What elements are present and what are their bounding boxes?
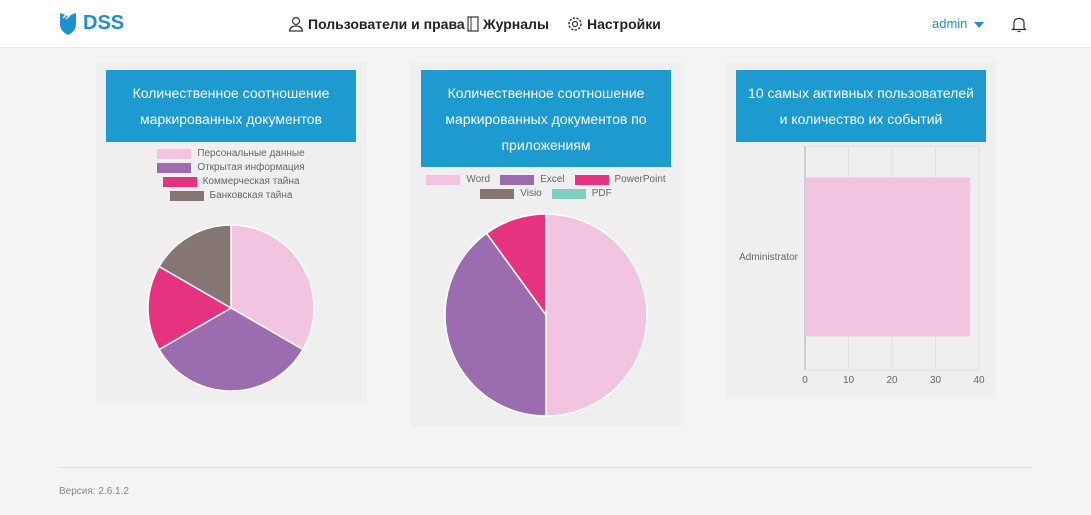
legend-swatch	[500, 174, 535, 185]
legend-item[interactable]: Открытая информация	[157, 162, 305, 173]
book-icon	[467, 16, 479, 32]
footer-divider	[58, 467, 1032, 468]
card-title: Количественное соотношение маркированных…	[421, 70, 671, 167]
nav-journals-label: Журналы	[483, 16, 549, 32]
legend-item[interactable]: Банковская тайна	[169, 190, 293, 201]
legend-swatch	[480, 188, 515, 199]
card-title: 10 самых активных пользователей и количе…	[736, 70, 986, 142]
x-tick-label: 40	[973, 375, 985, 386]
legend-label: PDF	[591, 188, 612, 199]
legend-item[interactable]: PDF	[551, 188, 612, 199]
gear-icon	[568, 17, 582, 31]
caret-down-icon	[974, 21, 985, 28]
notifications-button[interactable]	[1011, 16, 1027, 38]
pie-slice-Банковская тайна[interactable]	[158, 224, 232, 310]
legend-label: Открытая информация	[197, 162, 305, 173]
legend-swatch	[574, 174, 609, 185]
legend-item[interactable]: Word	[426, 174, 490, 185]
logo-text: DSS	[83, 11, 125, 34]
pie-slice-PowerPoint[interactable]	[485, 213, 547, 318]
legend-swatch	[157, 162, 192, 173]
version-text: Версия: 2.6.1.2	[59, 486, 129, 497]
nav-users-label: Пользователи и права	[308, 16, 465, 32]
legend-item[interactable]: Visio	[480, 188, 542, 199]
legend-label: Visio	[520, 188, 542, 199]
legend-swatch	[169, 190, 204, 201]
x-tick-label: 20	[886, 375, 898, 386]
legend-item[interactable]: PowerPoint	[574, 174, 666, 185]
pie-slice-Открытая информация[interactable]	[158, 307, 304, 392]
pie-slice-Коммерческая тайна[interactable]	[147, 265, 233, 351]
pie-slice-Персональные данные[interactable]	[230, 224, 315, 351]
pie-chart	[147, 224, 315, 392]
legend-label: Word	[466, 174, 491, 185]
legend-swatch	[426, 174, 461, 185]
pie-slice-Word[interactable]	[545, 213, 648, 417]
legend-label: Excel	[540, 174, 565, 185]
x-tick-label: 10	[843, 375, 855, 386]
card-docs-by-app: Количественное соотношение маркированных…	[411, 62, 681, 427]
bar-Administrator[interactable]	[805, 177, 971, 337]
logo[interactable]: DSS	[58, 10, 124, 36]
x-tick-label: 30	[930, 375, 942, 386]
card-title: Количественное соотношение маркированных…	[106, 70, 356, 142]
legend-label: Персональные данные	[197, 148, 305, 159]
user-menu[interactable]: admin	[932, 16, 985, 31]
bar-chart: 0 10 20 30 40 Administrator	[739, 145, 985, 386]
legend-label: Банковская тайна	[209, 190, 293, 201]
legend-item[interactable]: Excel	[500, 174, 565, 185]
pie-slice-Excel[interactable]	[444, 232, 547, 417]
nav-journals[interactable]: Журналы	[467, 16, 549, 32]
top-navbar: DSS Пользователи и права Журналы Настрой…	[0, 0, 1091, 48]
chart-legend: Word Excel PowerPoint Visio PDF	[421, 174, 671, 199]
pie-chart	[444, 213, 648, 417]
nav-users-rights[interactable]: Пользователи и права	[288, 16, 465, 32]
user-icon	[288, 16, 304, 32]
shield-logo-icon	[60, 13, 76, 35]
x-tick-label: 0	[802, 375, 808, 386]
nav-settings-label: Настройки	[587, 16, 661, 32]
chart-legend: Персональные данные Открытая информация Ко…	[116, 148, 346, 201]
legend-item[interactable]: Коммерческая тайна	[162, 176, 300, 187]
legend-label: PowerPoint	[614, 174, 666, 185]
card-top-users: 10 самых активных пользователей и количе…	[726, 62, 996, 399]
nav-settings[interactable]: Настройки	[567, 16, 661, 32]
bell-icon	[1011, 17, 1027, 33]
legend-swatch	[162, 176, 197, 187]
y-category-label: Administrator	[739, 252, 799, 263]
legend-label: Коммерческая тайна	[202, 176, 300, 187]
legend-swatch	[551, 188, 586, 199]
legend-swatch	[157, 148, 192, 159]
card-marked-docs: Количественное соотношение маркированных…	[96, 62, 367, 401]
user-name: admin	[932, 16, 968, 31]
legend-item[interactable]: Персональные данные	[157, 148, 305, 159]
